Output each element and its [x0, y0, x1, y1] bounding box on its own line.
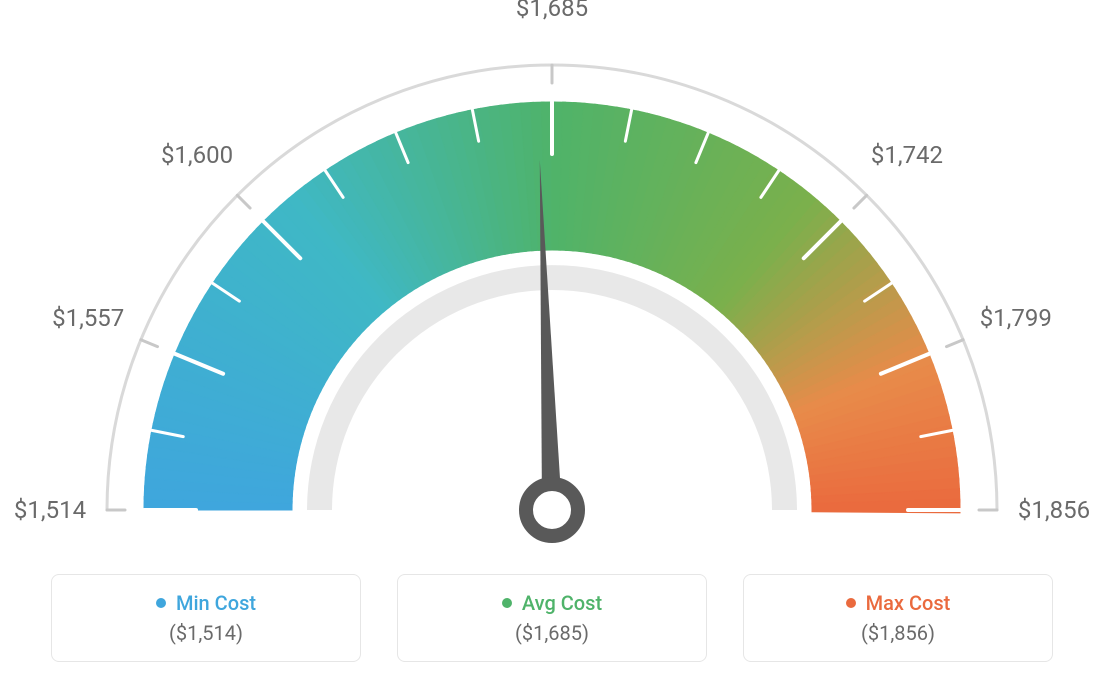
legend-value-min: ($1,514) — [169, 621, 243, 645]
gauge-svg — [0, 0, 1104, 560]
legend-label-min: Min Cost — [176, 591, 256, 615]
legend-top-min: Min Cost — [156, 591, 256, 615]
gauge-chart: $1,514 $1,557 $1,600 $1,685 $1,742 $1,799 $1,8… — [0, 0, 1104, 560]
legend-card-avg: Avg Cost ($1,685) — [397, 574, 707, 662]
gauge-tick-label: $1,742 — [871, 141, 943, 169]
gauge-tick-label: $1,685 — [516, 0, 588, 22]
legend-dot-min — [156, 598, 166, 608]
legend-label-max: Max Cost — [866, 591, 951, 615]
gauge-hub — [526, 484, 578, 536]
legend-value-avg: ($1,685) — [515, 621, 589, 645]
legend-row: Min Cost ($1,514) Avg Cost ($1,685) Max … — [0, 574, 1104, 662]
legend-dot-max — [846, 598, 856, 608]
gauge-tick-label: $1,557 — [52, 304, 124, 332]
legend-dot-avg — [502, 598, 512, 608]
legend-card-min: Min Cost ($1,514) — [51, 574, 361, 662]
gauge-tick-label: $1,600 — [161, 141, 233, 169]
legend-value-max: ($1,856) — [861, 621, 935, 645]
gauge-tick-label: $1,514 — [14, 496, 86, 524]
legend-top-max: Max Cost — [846, 591, 951, 615]
gauge-tick-label: $1,856 — [1018, 496, 1090, 524]
legend-card-max: Max Cost ($1,856) — [743, 574, 1053, 662]
legend-top-avg: Avg Cost — [502, 591, 602, 615]
gauge-tick-label: $1,799 — [980, 304, 1052, 332]
legend-label-avg: Avg Cost — [522, 591, 602, 615]
